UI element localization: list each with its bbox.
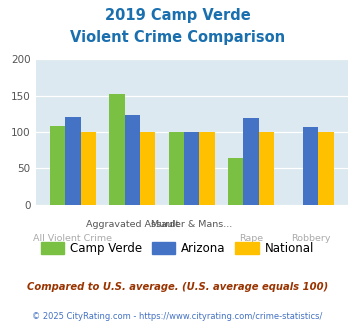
Bar [169,132,184,205]
Bar [81,132,96,205]
Text: Compared to U.S. average. (U.S. average equals 100): Compared to U.S. average. (U.S. average … [27,282,328,292]
Text: Murder & Mans...: Murder & Mans... [151,220,232,229]
Text: Aggravated Assault: Aggravated Assault [86,220,179,229]
Bar [109,94,125,205]
Bar [228,158,244,205]
Text: Robbery: Robbery [291,234,330,243]
Bar [50,126,65,205]
Bar [65,117,81,205]
Text: © 2025 CityRating.com - https://www.cityrating.com/crime-statistics/: © 2025 CityRating.com - https://www.city… [32,312,323,321]
Bar [184,132,200,205]
Bar [259,132,274,205]
Text: Violent Crime Comparison: Violent Crime Comparison [70,30,285,45]
Text: 2019 Camp Verde: 2019 Camp Verde [105,8,250,23]
Text: Rape: Rape [239,234,263,243]
Bar [140,132,155,205]
Bar [125,115,140,205]
Bar [200,132,215,205]
Bar [244,118,259,205]
Bar [318,132,334,205]
Text: All Violent Crime: All Violent Crime [33,234,113,243]
Bar [303,127,318,205]
Legend: Camp Verde, Arizona, National: Camp Verde, Arizona, National [36,237,319,259]
